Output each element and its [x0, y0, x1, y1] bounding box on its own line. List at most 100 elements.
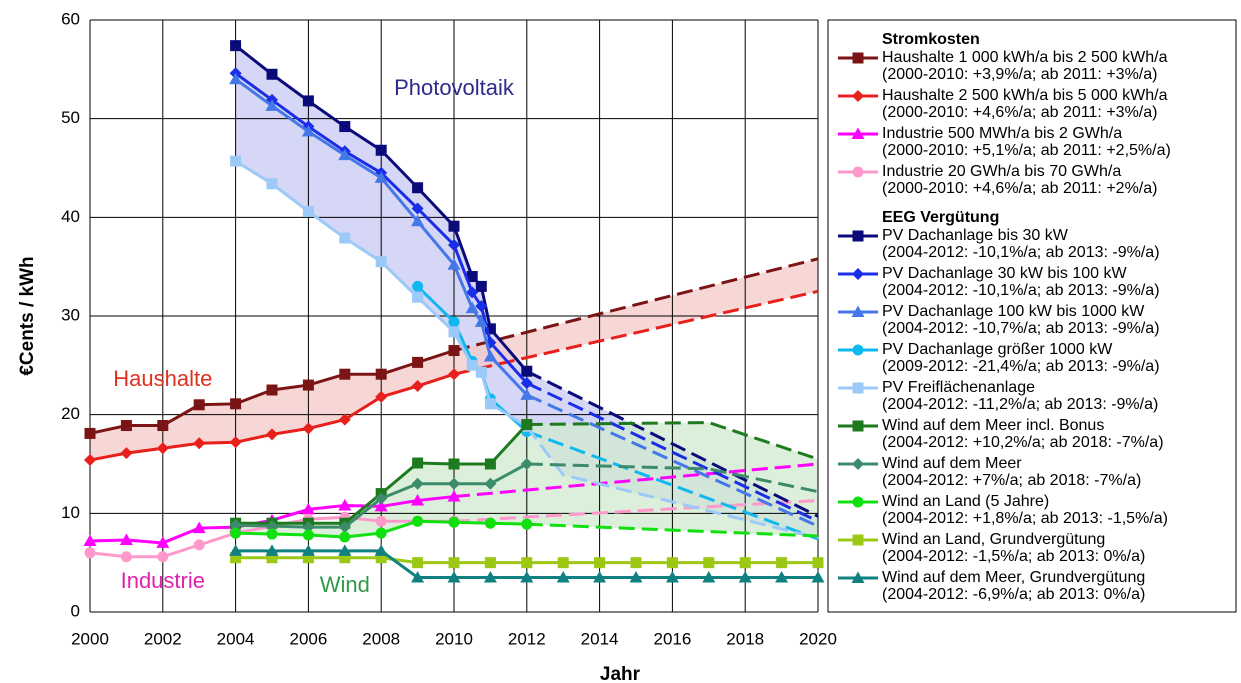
- marker: [776, 557, 788, 569]
- y-tick-label: 60: [61, 9, 80, 28]
- marker: [474, 315, 488, 327]
- marker: [338, 148, 352, 161]
- marker: [120, 447, 133, 460]
- y-tick-label: 30: [61, 305, 80, 324]
- legend-note: (2004-2012: -6,9%/a; ab 2013: 0%/a): [882, 586, 1145, 603]
- marker: [447, 258, 461, 270]
- marker: [266, 384, 278, 396]
- marker: [339, 232, 351, 244]
- marker: [156, 536, 170, 548]
- legend-label: Haushalte 1 000 kWh/a bis 2 500 kWh/a: [882, 49, 1168, 66]
- marker: [302, 521, 315, 534]
- marker: [852, 166, 864, 178]
- marker: [852, 382, 864, 394]
- marker: [739, 557, 751, 569]
- marker: [375, 256, 387, 268]
- marker: [83, 534, 97, 546]
- x-tick-label: 2018: [726, 629, 764, 648]
- marker: [594, 557, 606, 569]
- marker: [193, 437, 206, 450]
- marker: [338, 413, 351, 426]
- series-lines: [83, 40, 825, 583]
- marker: [411, 570, 425, 583]
- marker: [556, 570, 570, 583]
- legend-label: Wind auf dem Meer: [882, 455, 1022, 472]
- marker: [229, 72, 243, 85]
- legend-note: (2004-2012: -10,7%/a; ab 2013: -9%/a): [882, 320, 1160, 337]
- marker: [229, 544, 243, 556]
- annotations: Photovoltaik Haushalte Industrie Wind: [113, 75, 515, 597]
- legend-label: PV Dachanlage 100 kW bis 1000 kW: [882, 303, 1145, 320]
- legend-label: Wind an Land, Grundvergütung: [882, 531, 1105, 548]
- marker: [466, 286, 479, 299]
- marker: [484, 517, 496, 529]
- marker: [374, 499, 388, 512]
- x-tick-label: 2000: [71, 629, 109, 648]
- projection-line: [453, 257, 819, 352]
- marker: [157, 551, 169, 563]
- marker: [703, 557, 715, 569]
- projection-line: [453, 462, 819, 499]
- legend-label: PV Dachanlage größer 1000 kW: [882, 341, 1113, 358]
- marker: [229, 436, 242, 449]
- projection-line: [526, 421, 819, 461]
- projection-line: [526, 381, 819, 523]
- legend-label: PV Freiflächenanlage: [882, 379, 1035, 396]
- x-tick-label: 2002: [144, 629, 182, 648]
- x-tick-label: 2016: [653, 629, 691, 648]
- marker: [412, 557, 424, 569]
- marker: [411, 477, 424, 490]
- y-tick-label: 10: [61, 503, 80, 522]
- marker: [852, 420, 864, 432]
- y-tick-label: 40: [61, 207, 80, 226]
- projection-line: [453, 289, 819, 376]
- marker: [375, 515, 387, 527]
- marker: [119, 533, 133, 545]
- marker: [412, 182, 424, 194]
- marker: [301, 544, 315, 556]
- marker: [852, 534, 864, 546]
- projection-line: [526, 369, 819, 518]
- legend-note: (2004-2012: +7%/a; ab 2018: -7%/a): [882, 472, 1141, 489]
- marker: [448, 326, 460, 338]
- marker: [412, 291, 424, 303]
- marker: [266, 428, 278, 441]
- annotation: Photovoltaik: [394, 75, 515, 100]
- marker: [84, 454, 96, 467]
- marker: [338, 498, 352, 511]
- marker: [265, 99, 279, 111]
- marker: [466, 271, 478, 283]
- marker: [266, 68, 278, 80]
- legend-note: (2000-2010: +4,6%/a; ab 2011: +2%/a): [882, 180, 1157, 197]
- marker: [339, 368, 351, 380]
- marker: [266, 178, 278, 190]
- marker: [475, 300, 488, 313]
- marker: [266, 528, 278, 540]
- marker: [412, 280, 424, 292]
- legend-label: Haushalte 2 500 kWh/a bis 5 000 kWh/a: [882, 87, 1168, 104]
- marker: [84, 427, 96, 439]
- marker: [483, 349, 497, 362]
- marker: [375, 390, 388, 403]
- legend-label: PV Dachanlage bis 30 kW: [882, 227, 1069, 244]
- legend-label: Wind an Land (5 Jahre): [882, 493, 1049, 510]
- marker: [738, 570, 752, 583]
- legend-label: Industrie 20 GWh/a bis 70 GWh/a: [882, 163, 1121, 180]
- x-tick-label: 2012: [508, 629, 546, 648]
- marker: [702, 570, 716, 583]
- marker: [411, 214, 425, 227]
- projection-line: [453, 499, 819, 523]
- marker: [338, 521, 351, 534]
- marker: [84, 547, 96, 559]
- legend-header: Stromkosten: [882, 31, 980, 48]
- projection-line: [526, 462, 819, 494]
- x-tick-label: 2006: [289, 629, 327, 648]
- marker: [302, 422, 315, 435]
- legend-note: (2004-2012: +10,2%/a; ab 2018: -7%/a): [882, 434, 1164, 451]
- marker: [448, 516, 460, 528]
- marker: [521, 365, 533, 377]
- marker: [520, 377, 533, 390]
- marker: [852, 268, 864, 280]
- marker: [193, 539, 205, 551]
- marker: [339, 121, 351, 133]
